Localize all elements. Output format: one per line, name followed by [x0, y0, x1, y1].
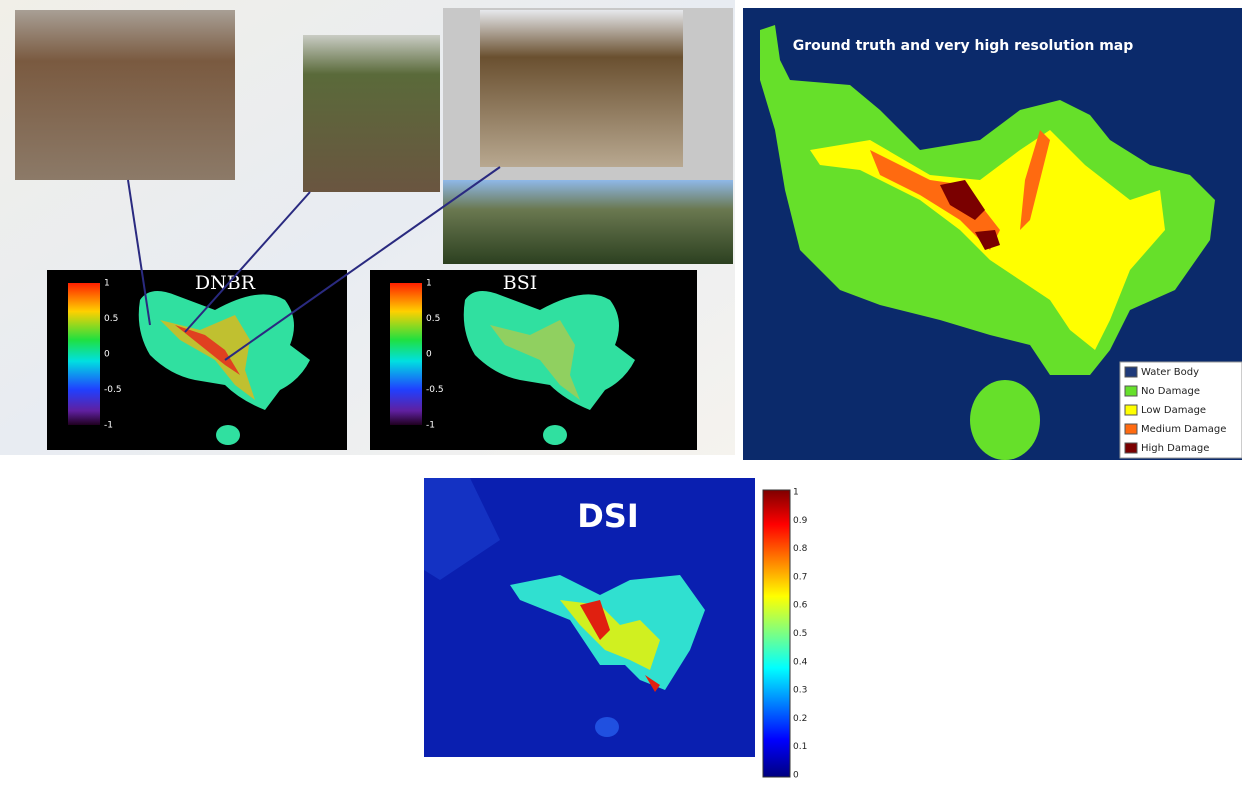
legend-label: High Damage [1141, 443, 1209, 454]
dsi-panel: DSI [424, 478, 790, 777]
photo-hillside [443, 180, 733, 264]
colorbar-label: 0 [104, 350, 110, 360]
legend-swatch [1125, 386, 1137, 396]
colorbar-label: 1 [104, 279, 110, 289]
panel-title: DSI [577, 497, 639, 535]
colorbar-label: 0.6 [793, 601, 808, 611]
colorbar-label: 0.5 [426, 314, 440, 324]
panel-title: DNBR [195, 272, 256, 294]
colorbar-label: -1 [426, 421, 435, 431]
colorbar-label: 1 [793, 488, 799, 498]
colorbar-label: 0.7 [793, 572, 807, 582]
colorbar-label: 0 [793, 771, 799, 781]
colorbar-label: 0.2 [793, 714, 807, 724]
panel-title: Ground truth and very high resolution ma… [793, 38, 1134, 54]
figure: DNBR BSI Ground truth and very high reso… [0, 0, 1242, 783]
bsi-panel: BSI [370, 270, 697, 450]
dnbr-panel: DNBR [47, 270, 347, 450]
colorbar-label: 0 [426, 350, 432, 360]
colorbar-label: 0.5 [793, 629, 807, 639]
colorbar-label: 0.9 [793, 516, 808, 526]
panel-title: BSI [503, 272, 537, 294]
colorbar-label: 0.8 [793, 544, 808, 554]
colorbar-label: -1 [104, 421, 113, 431]
colorbar-label: 0.3 [793, 686, 807, 696]
photo-shrubs [303, 35, 440, 192]
legend-swatch [1125, 367, 1137, 377]
colorbar-label: 0.4 [793, 657, 808, 667]
legend-swatch [1125, 424, 1137, 434]
colorbar-label: 1 [426, 279, 432, 289]
photo-burnt-trees [480, 10, 683, 167]
legend-label: No Damage [1141, 386, 1200, 397]
legend-swatch [1125, 405, 1137, 415]
colorbar-label: -0.5 [104, 385, 122, 395]
legend-label: Medium Damage [1141, 424, 1226, 435]
colorbar-label: 0.1 [793, 742, 807, 752]
legend-label: Low Damage [1141, 405, 1206, 416]
legend-label: Water Body [1141, 367, 1199, 378]
colorbar-label: 0.5 [104, 314, 118, 324]
colorbar-label: -0.5 [426, 385, 444, 395]
legend-swatch [1125, 443, 1137, 453]
photo-dry-brush [15, 10, 235, 180]
